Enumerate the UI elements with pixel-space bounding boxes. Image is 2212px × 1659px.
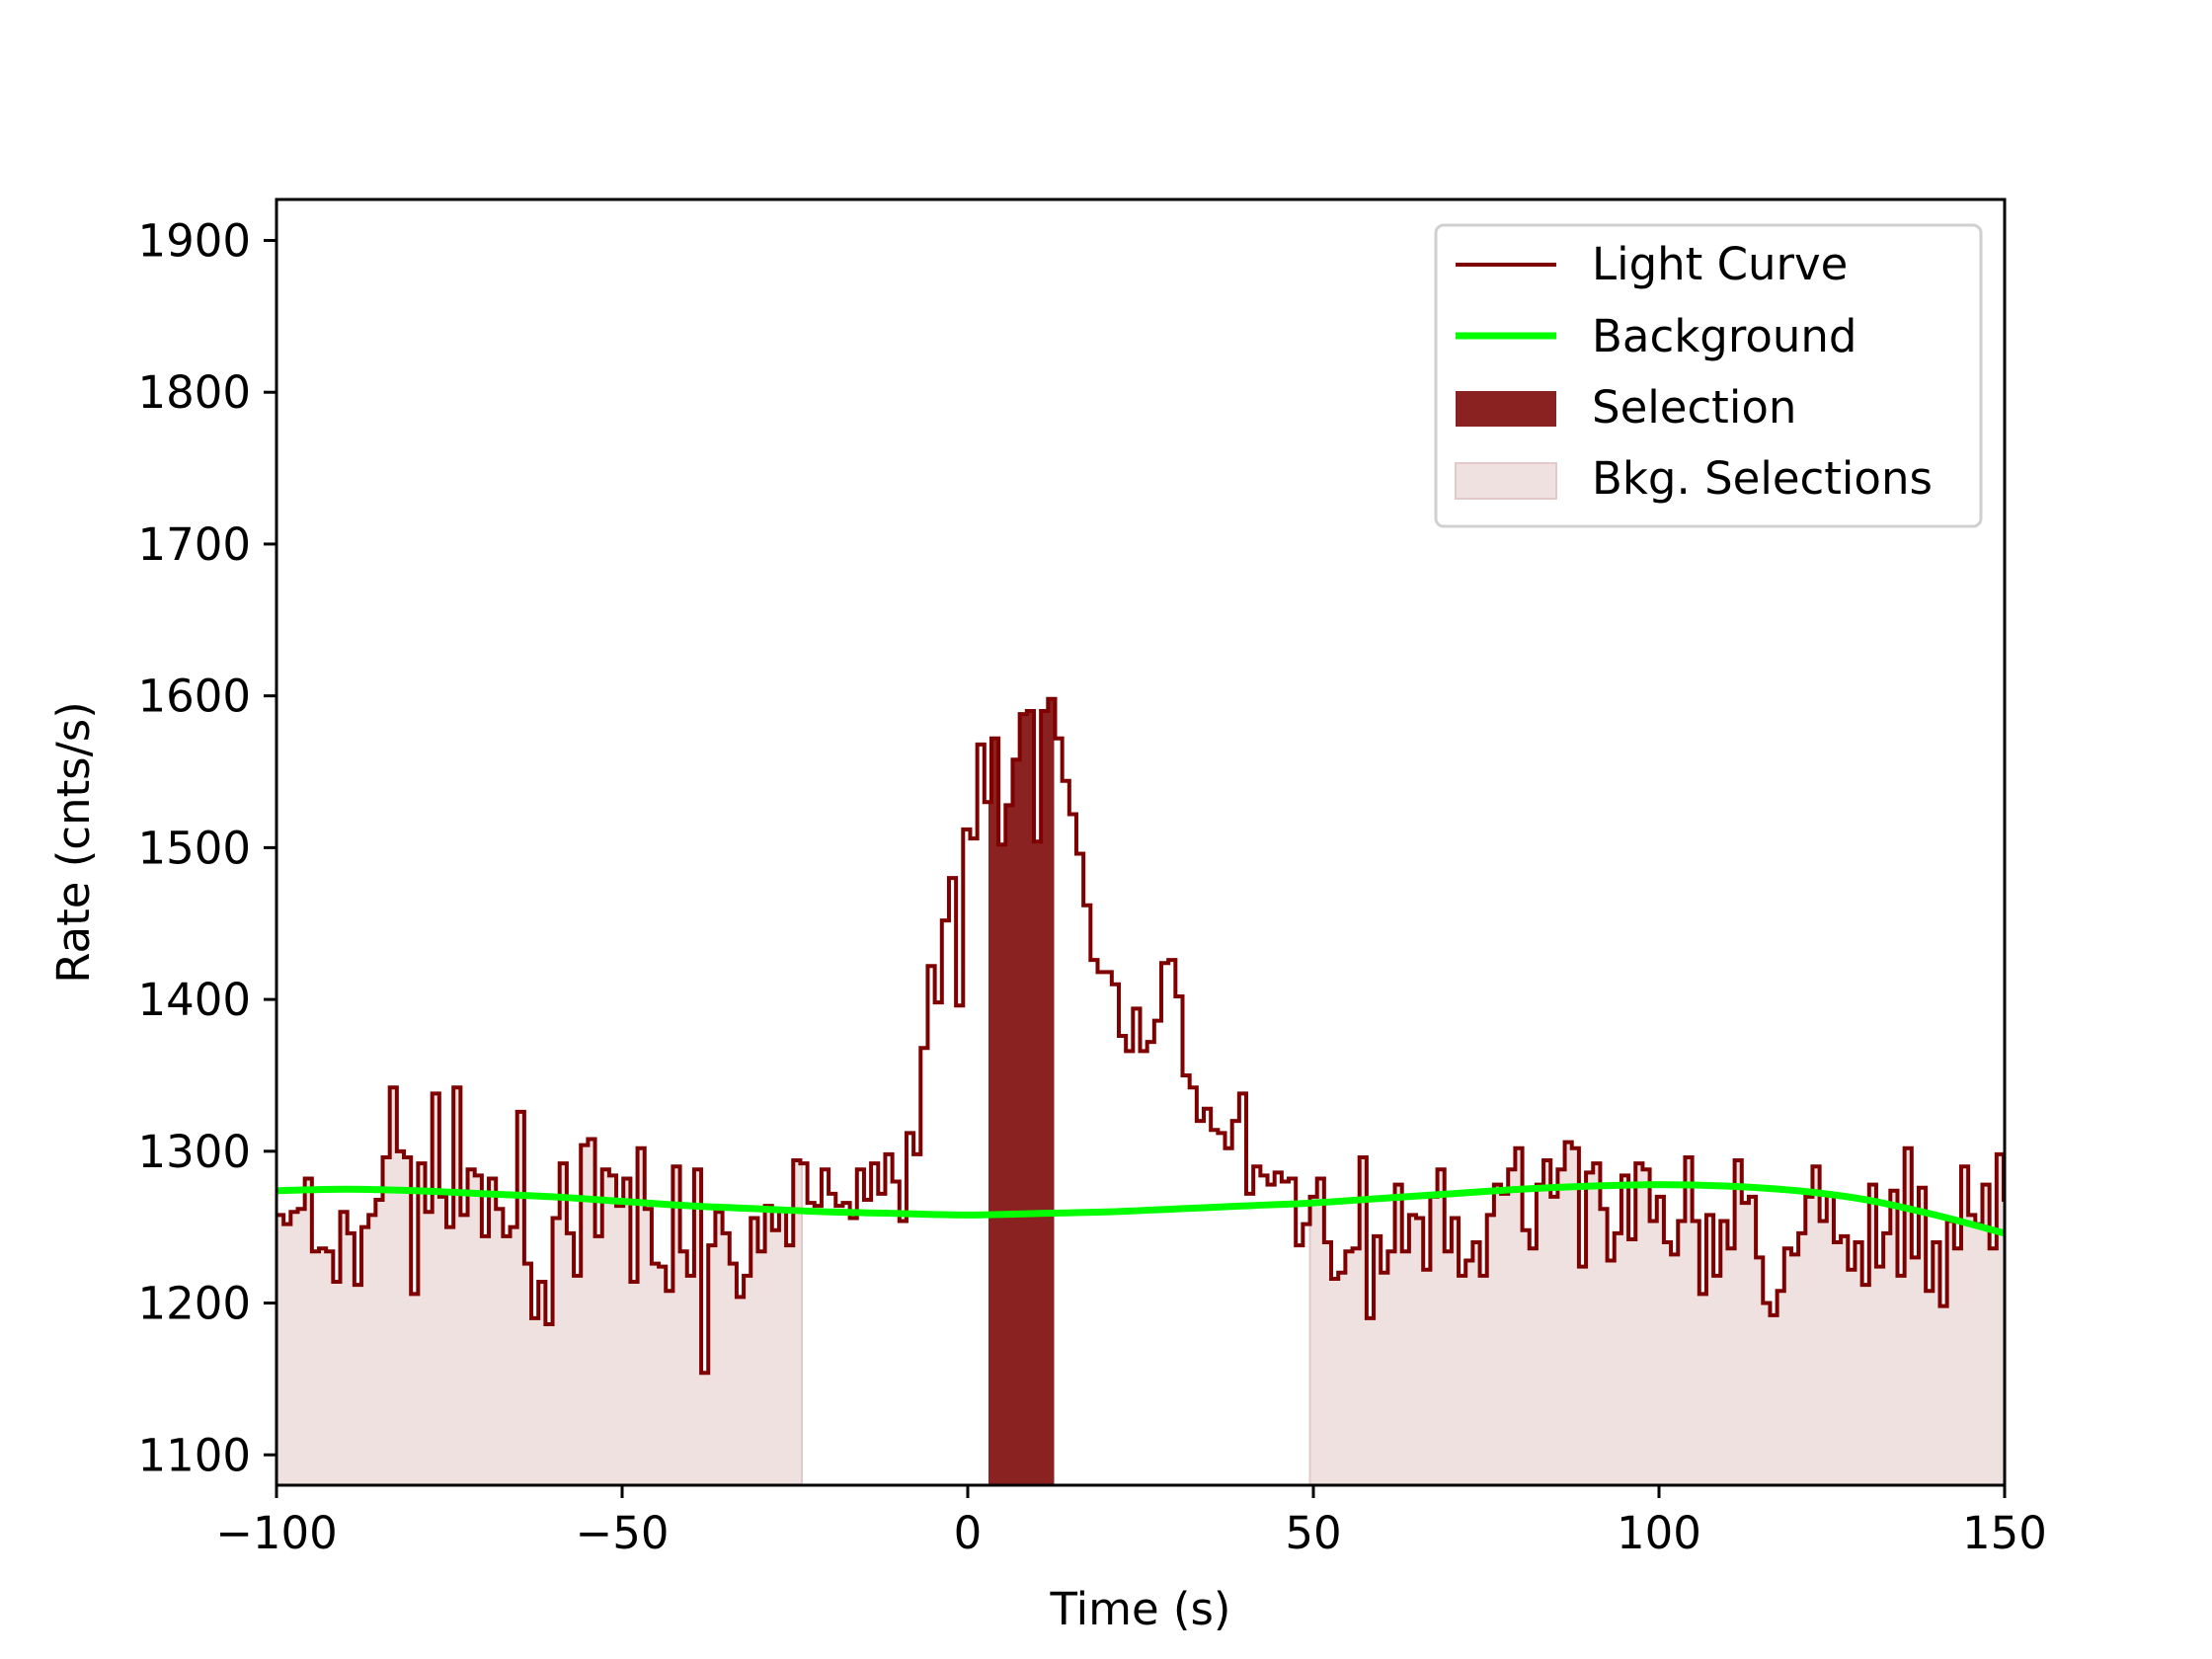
legend: Light Curve Background Selection Bkg. Se… bbox=[1434, 223, 1983, 528]
background-line bbox=[276, 1181, 2006, 1237]
x-tick-label: 0 bbox=[954, 1507, 983, 1559]
x-tick-label: −50 bbox=[576, 1507, 670, 1559]
legend-label-bkg-selections: Bkg. Selections bbox=[1592, 452, 1933, 505]
legend-box bbox=[1434, 223, 1983, 528]
light-curve-series bbox=[276, 696, 2006, 1376]
x-tick-label: 100 bbox=[1617, 1507, 1701, 1559]
y-tick-label: 1200 bbox=[137, 1278, 251, 1330]
legend-label-background: Background bbox=[1592, 310, 1856, 362]
x-axis-label: Time (s) bbox=[1050, 1583, 1231, 1635]
legend-swatch-bkg-selections bbox=[1455, 462, 1557, 500]
legend-swatch-selection bbox=[1456, 391, 1556, 427]
selection-region bbox=[988, 698, 1055, 1485]
y-tick-label: 1100 bbox=[137, 1429, 251, 1481]
background-series bbox=[276, 1181, 2006, 1237]
y-tick-label: 1500 bbox=[137, 822, 251, 874]
y-tick-label: 1300 bbox=[137, 1126, 251, 1178]
x-axis: −100 −50 0 50 100 150 bbox=[215, 1485, 2047, 1559]
legend-label-selection: Selection bbox=[1592, 381, 1796, 434]
x-tick-label: 50 bbox=[1285, 1507, 1341, 1559]
plot-frame bbox=[275, 198, 2007, 1487]
y-tick-label: 1700 bbox=[137, 518, 251, 571]
y-tick-label: 1600 bbox=[137, 671, 251, 723]
y-tick-label: 1900 bbox=[137, 215, 251, 268]
y-tick-label: 1400 bbox=[137, 974, 251, 1026]
legend-label-light-curve: Light Curve bbox=[1592, 238, 1848, 290]
x-tick-label: 150 bbox=[1962, 1507, 2047, 1559]
y-axis: 1100 1200 1300 1400 1500 1600 1700 1800 1900 bbox=[137, 215, 276, 1481]
y-axis-label: Rate (cnts/s) bbox=[47, 701, 100, 984]
x-tick-label: −100 bbox=[215, 1507, 338, 1559]
y-tick-label: 1800 bbox=[137, 366, 251, 419]
bkg-selection-regions bbox=[276, 1086, 2006, 1486]
light-curve-line bbox=[276, 696, 2006, 1376]
selection-fill bbox=[988, 698, 1055, 1485]
